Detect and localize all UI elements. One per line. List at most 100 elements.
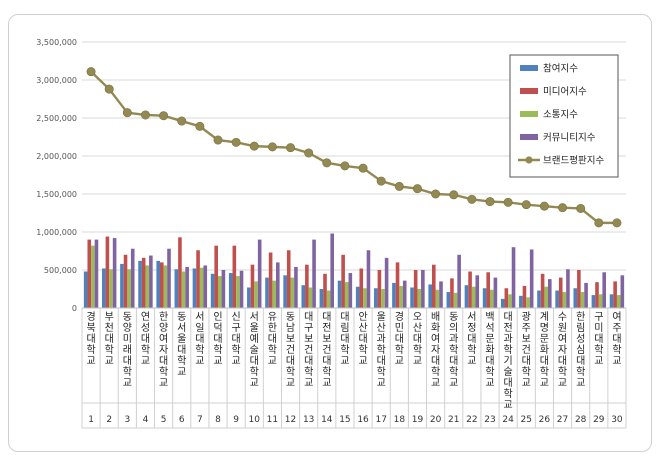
bar-커뮤니티지수: [402, 280, 407, 308]
bar-미디어지수: [504, 288, 509, 308]
bar-미디어지수: [323, 273, 327, 308]
brand-reputation-line: [86, 67, 622, 228]
bar-참여지수: [120, 263, 124, 308]
rank-label: 5: [161, 415, 167, 425]
bar-미디어지수: [595, 282, 599, 308]
bar-소통지수: [417, 289, 422, 308]
rank-label: 26: [539, 415, 551, 425]
bar-커뮤니티지수: [366, 250, 371, 308]
line-point: [412, 184, 422, 194]
bar-미디어지수: [268, 252, 273, 308]
line-point: [286, 143, 296, 153]
y-tick-label: 2,000,000: [36, 152, 77, 161]
rank-label: 28: [575, 415, 587, 425]
bar-참여지수: [428, 284, 432, 308]
line-point: [249, 141, 259, 151]
bar-참여지수: [265, 277, 269, 308]
bar-참여지수: [591, 295, 596, 308]
y-tick-label: 1,000,000: [36, 228, 77, 237]
line-point: [612, 218, 622, 228]
bar-커뮤니티지수: [529, 249, 534, 308]
bar-소통지수: [127, 269, 131, 308]
legend-label: 참여지수: [543, 63, 578, 75]
bar-커뮤니티지수: [239, 270, 244, 308]
rank-label: 13: [303, 415, 314, 425]
bar-소통지수: [326, 290, 331, 308]
line-point: [594, 218, 604, 228]
rank-label: 21: [448, 415, 459, 425]
bar-참여지수: [337, 280, 342, 308]
bar-미디어지수: [214, 245, 218, 308]
y-tick-label: 2,500,000: [36, 114, 77, 123]
bar-소통지수: [508, 294, 512, 308]
bar-미디어지수: [450, 278, 454, 308]
bar-커뮤니티지수: [112, 238, 117, 308]
rank-label: 18: [394, 415, 406, 425]
bar-커뮤니티지수: [167, 248, 171, 308]
bar-커뮤니티지수: [330, 233, 334, 308]
bar-소통지수: [490, 289, 494, 308]
bar-소통지수: [381, 289, 385, 308]
rank-label: 27: [557, 415, 568, 425]
bar-커뮤니티지수: [493, 277, 498, 308]
bar-커뮤니티지수: [620, 275, 625, 308]
bar-소통지수: [544, 286, 548, 308]
bar-소통지수: [616, 295, 621, 308]
legend-label: 브랜드평판지수: [543, 156, 604, 167]
bar-커뮤니티지수: [602, 272, 606, 308]
bar-커뮤니티지수: [457, 254, 461, 308]
y-tick-label: 3,000,000: [36, 76, 77, 85]
bar-커뮤니티지수: [584, 282, 588, 308]
line-point: [576, 203, 586, 213]
bar-미디어지수: [141, 257, 146, 308]
bar-소통지수: [272, 280, 276, 308]
bar-커뮤니티지수: [203, 265, 208, 308]
line-point: [358, 163, 368, 173]
rank-label: 17: [375, 415, 386, 425]
bar-참여지수: [174, 269, 179, 308]
legend-swatch: [520, 134, 538, 140]
legend-swatch: [520, 65, 538, 71]
rank-label: 2: [106, 415, 112, 425]
bar-커뮤니티지수: [475, 275, 480, 308]
bar-소통지수: [218, 276, 222, 308]
bar-소통지수: [181, 271, 186, 308]
bar-참여지수: [519, 295, 523, 308]
line-point: [213, 135, 223, 145]
line-point: [394, 181, 404, 191]
bar-미디어지수: [468, 271, 472, 308]
bar-미디어지수: [377, 270, 382, 308]
line-point: [177, 116, 187, 126]
bar-커뮤니티지수: [276, 262, 280, 308]
bar-미디어지수: [540, 273, 545, 308]
y-tick-label: 3,500,000: [36, 38, 77, 47]
bar-커뮤니티지수: [384, 257, 389, 308]
bar-커뮤니티지수: [511, 247, 516, 308]
bar-참여지수: [83, 271, 88, 308]
rank-label: 20: [430, 415, 442, 425]
bar-참여지수: [410, 287, 414, 308]
bar-참여지수: [301, 285, 306, 308]
y-tick-label: 0: [72, 304, 77, 313]
bar-미디어지수: [196, 250, 200, 308]
rank-label: 10: [249, 415, 261, 425]
line-point: [340, 161, 350, 171]
line-point: [140, 110, 150, 120]
rank-label: 14: [321, 415, 333, 425]
bar-참여지수: [392, 282, 396, 308]
bar-미디어지수: [341, 254, 345, 308]
bar-참여지수: [283, 275, 287, 308]
